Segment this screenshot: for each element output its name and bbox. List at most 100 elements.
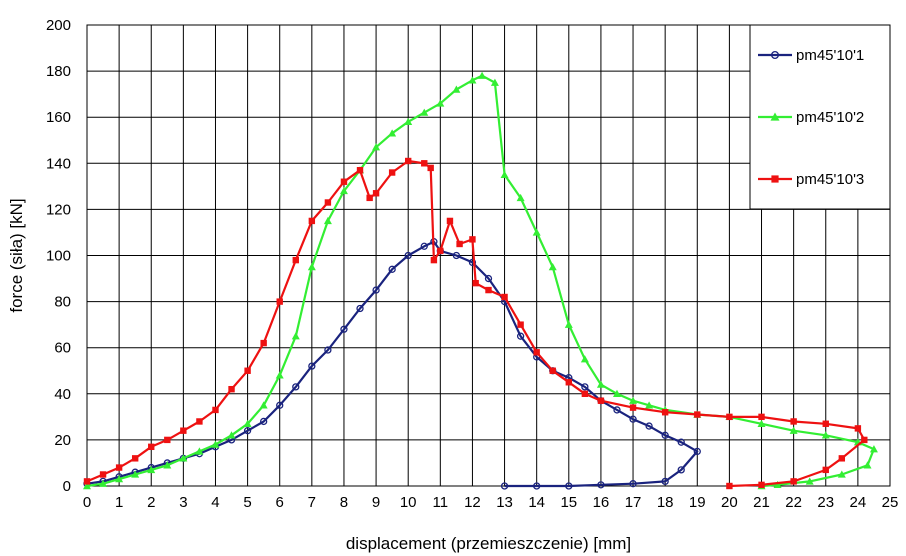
data-point — [436, 99, 445, 107]
data-point — [564, 320, 573, 328]
data-point — [196, 418, 203, 425]
data-point — [291, 332, 300, 340]
data-point — [427, 164, 434, 172]
data-point — [596, 380, 605, 388]
data-point — [469, 236, 476, 243]
data-point — [565, 482, 573, 490]
x-tick-label: 2 — [147, 494, 155, 511]
y-tick-label: 120 — [46, 201, 71, 218]
data-point — [340, 325, 348, 333]
y-tick-label: 20 — [54, 432, 71, 449]
data-point — [405, 157, 412, 165]
data-point — [861, 436, 868, 444]
data-point — [822, 466, 829, 474]
x-tick-labels: 0 1 2 3 4 5 6 7 8 9 10 11 12 13 14 15 16 17 18 19 20 21 22 23 24… — [83, 494, 899, 511]
data-point — [195, 447, 204, 455]
data-point — [837, 470, 846, 478]
data-point — [211, 440, 220, 448]
data-point — [452, 251, 461, 260]
data-point — [758, 481, 765, 489]
data-point — [500, 482, 509, 490]
legend-item: pm45'10'1 — [758, 47, 864, 64]
data-point — [629, 480, 637, 488]
series-layer — [83, 71, 878, 490]
data-point — [645, 401, 654, 409]
y-tick-label: 100 — [46, 248, 71, 265]
data-point — [661, 431, 669, 439]
legend: pm45'10'1 pm45'10'2 pm45'10'3 — [749, 24, 891, 210]
data-point — [822, 420, 829, 427]
data-point — [854, 425, 862, 432]
x-tick-label: 11 — [433, 494, 449, 511]
x-tick-label: 19 — [689, 494, 706, 511]
data-point — [661, 409, 669, 416]
legend-label: pm45'10'3 — [796, 171, 864, 188]
data-point — [613, 406, 621, 414]
data-point — [163, 461, 172, 469]
data-point — [580, 355, 589, 363]
data-point — [324, 346, 332, 354]
x-tick-label: 0 — [83, 494, 91, 511]
data-point — [356, 167, 364, 174]
x-tick-label: 7 — [308, 494, 316, 511]
x-tick-label: 1 — [115, 494, 123, 511]
data-point — [757, 419, 766, 427]
data-point — [324, 199, 332, 206]
data-point — [259, 401, 268, 409]
data-point — [276, 401, 284, 409]
data-point — [581, 383, 589, 391]
data-point — [565, 379, 572, 386]
data-point — [131, 470, 140, 478]
data-point — [501, 293, 508, 301]
data-point — [661, 477, 669, 486]
data-point — [645, 422, 653, 430]
data-point — [446, 217, 454, 225]
data-point — [308, 217, 316, 225]
x-tick-label: 10 — [400, 494, 417, 511]
x-tick-label: 14 — [528, 494, 545, 511]
data-point — [421, 160, 428, 167]
data-point — [532, 228, 541, 236]
data-point — [243, 419, 252, 427]
data-point — [260, 417, 268, 426]
data-point — [805, 477, 814, 485]
x-tick-label: 16 — [593, 494, 610, 511]
data-point — [437, 247, 444, 255]
data-point — [597, 397, 605, 404]
legend-marker — [770, 50, 780, 60]
series-line-3 — [86, 159, 866, 488]
data-point — [789, 426, 798, 434]
data-point — [773, 480, 782, 489]
x-tick-label: 24 — [850, 494, 867, 511]
data-point — [356, 304, 364, 313]
data-point — [790, 478, 797, 485]
legend-item: pm45'10'3 — [758, 171, 864, 188]
data-point — [677, 466, 685, 474]
x-tick-label: 8 — [340, 494, 348, 511]
data-point — [821, 431, 830, 439]
data-point — [500, 170, 509, 179]
data-point — [420, 108, 429, 116]
data-point — [180, 427, 187, 434]
y-tick-label: 80 — [54, 294, 71, 311]
y-tick-label: 0 — [63, 478, 71, 495]
data-point — [292, 256, 299, 264]
series-3 — [83, 157, 868, 490]
data-point — [612, 389, 621, 397]
data-point — [677, 438, 685, 446]
series-line-2 — [86, 74, 875, 488]
data-point — [863, 461, 872, 469]
y-tick-label: 140 — [46, 155, 71, 172]
data-point — [388, 129, 397, 137]
y-tick-label: 180 — [46, 63, 71, 80]
data-point — [83, 482, 91, 490]
x-tick-label: 21 — [753, 494, 770, 511]
data-point — [533, 482, 541, 490]
data-point — [372, 286, 380, 294]
data-point — [869, 445, 878, 453]
data-point — [549, 367, 556, 374]
data-point — [629, 396, 638, 404]
data-point — [485, 286, 492, 294]
data-point — [115, 475, 124, 483]
plot-frame — [86, 24, 891, 487]
